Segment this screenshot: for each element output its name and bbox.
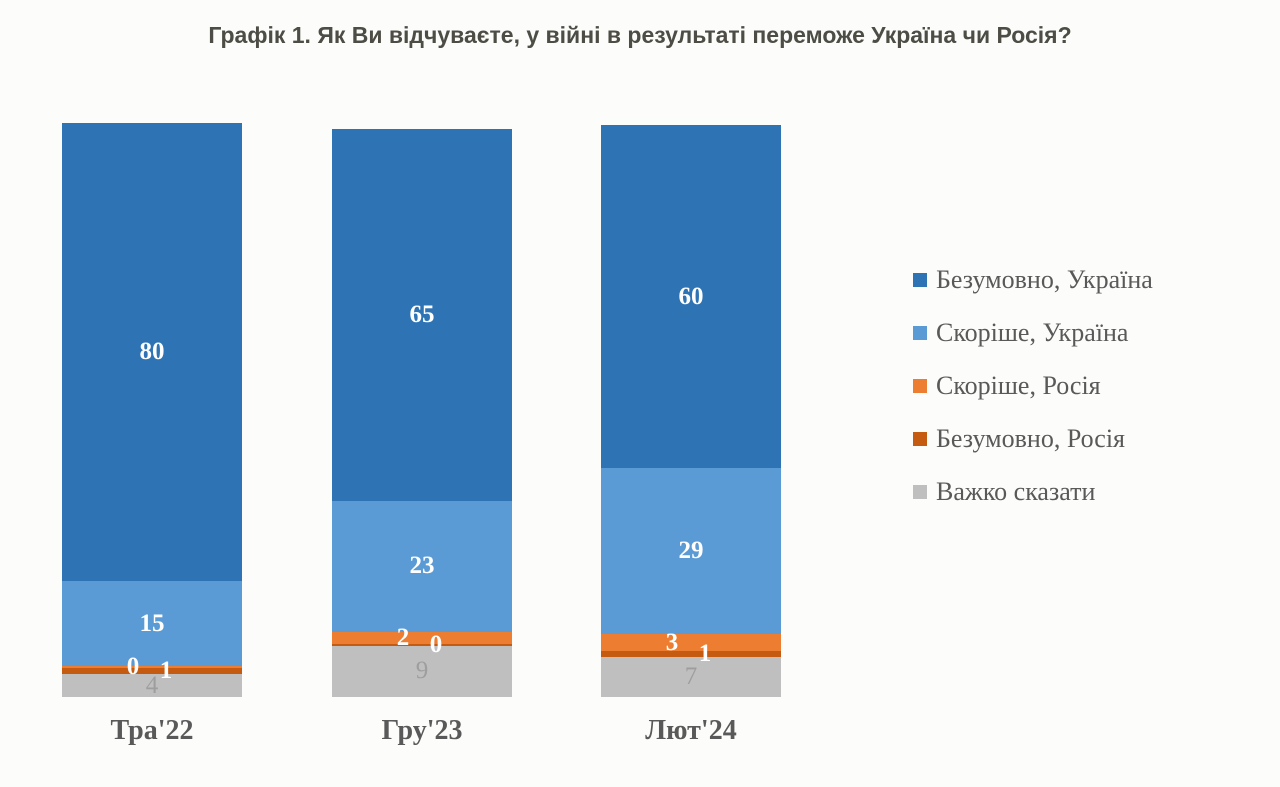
bar-segment [62, 668, 242, 675]
bar-segment [62, 666, 242, 669]
chart-title: Графік 1. Як Ви відчуваєте, у війні в ре… [208, 22, 1072, 48]
bar-segment [601, 634, 781, 652]
legend-item: Безумовно, Україна [913, 266, 1243, 294]
x-axis-label: Лют'24 [645, 715, 737, 746]
bar-segment [62, 580, 242, 667]
legend-item: Важко сказати [913, 478, 1243, 506]
bar-segment [332, 128, 512, 501]
legend-marker-icon [913, 379, 927, 393]
bar-segment [332, 500, 512, 633]
bar-segment [601, 656, 781, 697]
bar-segment [601, 651, 781, 657]
legend-marker-icon [913, 432, 927, 446]
legend-item: Скоріше, Росія [913, 372, 1243, 400]
bar-segment [332, 645, 512, 697]
x-axis-label: Гру'23 [381, 715, 463, 746]
bar-segment [62, 123, 242, 581]
legend-marker-icon [913, 326, 927, 340]
legend-marker-icon [913, 485, 927, 499]
legend-label: Безумовно, Росія [936, 424, 1125, 453]
bar-segment [62, 674, 242, 697]
bar-segment [601, 125, 781, 469]
legend-label: Важко сказати [936, 477, 1096, 506]
legend-item: Скоріше, Україна [913, 319, 1243, 347]
legend-label: Скоріше, Росія [936, 371, 1101, 400]
bar-segment [601, 468, 781, 635]
legend-item: Безумовно, Росія [913, 425, 1243, 453]
bar-segment [332, 632, 512, 644]
chart-legend: Безумовно, Україна Скоріше, Україна Скоріш… [913, 266, 1243, 531]
legend-label: Скоріше, Україна [936, 318, 1129, 347]
bar-segment [332, 643, 512, 646]
x-axis-label: Тра'22 [110, 715, 194, 746]
legend-marker-icon [913, 273, 927, 287]
legend-label: Безумовно, Україна [936, 265, 1153, 294]
